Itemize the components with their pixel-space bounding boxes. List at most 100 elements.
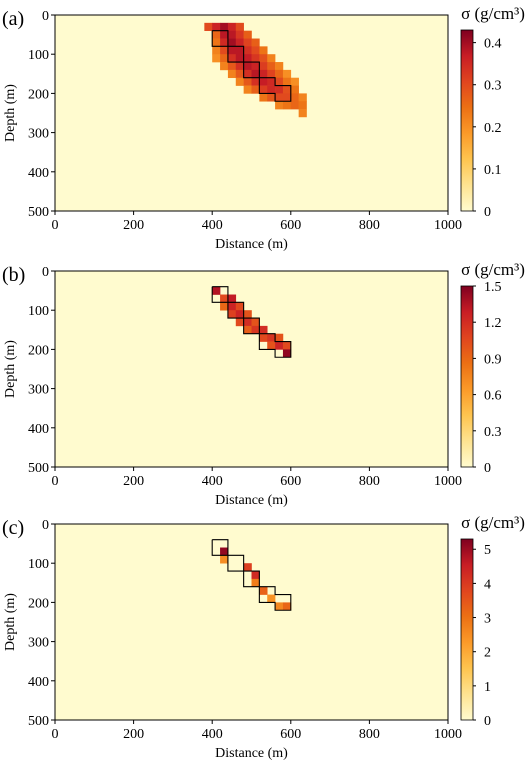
heatmap-cell [243,69,252,79]
heatmap-cell [235,302,244,311]
heatmap-cell [298,93,307,102]
heatmap-cell [290,85,299,94]
heatmap-cell [259,54,268,63]
colorbar-tick-label: 4 [484,577,491,592]
plot-frame [54,14,449,212]
plot-frame [54,523,449,721]
heatmap-cell [267,594,276,603]
heatmap-cell [251,69,260,79]
heatmap-cell [227,302,237,311]
heatmap-cell [275,93,284,102]
y-tick-label: 100 [28,48,49,63]
heatmap-cell [298,109,307,118]
colorbar-tick-label: 0.1 [484,163,502,178]
y-tick-label: 500 [28,714,49,729]
heatmap-cell [235,22,244,31]
heatmap-cell [282,602,292,611]
chart-panel-3: 0 200 400 600 800 1000 0 100 200 300 400 500 Distanc… [2,513,525,761]
heatmap-cell [220,302,229,311]
colorbar-tick-label: 1.5 [484,280,502,295]
heatmap-cell [251,46,260,55]
heatmap-cell [212,54,221,63]
heatmap-cell [275,101,284,110]
heatmap-cell [259,586,268,595]
heatmap-cell [220,555,229,564]
heatmap-cell [267,333,276,342]
heatmap-cell [259,46,268,55]
plot-background [55,524,448,720]
heatmap-cell [259,333,268,342]
heatmap-cell [251,77,260,86]
heatmap-cell [243,77,252,86]
x-axis-label: Distance (m) [215,746,288,761]
heatmap-cell [275,77,284,86]
heatmap-cell [227,22,237,31]
colorbar-tick-label: 0.2 [484,121,502,136]
heatmap-cell [282,341,292,350]
colorbar-tick-label: 1 [484,680,491,695]
heatmap-cell [290,93,299,102]
y-tick-label: 100 [28,304,49,319]
colorbar-tick-label: 0.9 [484,352,502,367]
colorbar-tick-label: 0 [484,714,491,729]
heatmap-cell [220,38,229,47]
heatmap-cell [282,101,292,110]
heatmap-cell [267,85,276,94]
y-tick-label: 500 [28,205,49,220]
colorbar-tick-label: 5 [484,543,491,558]
colorbar-tick-label: 2 [484,646,491,661]
heatmap-cell [259,62,268,71]
heatmap-cell [243,310,252,319]
heatmap-cell [267,69,276,79]
x-tick-label: 800 [359,474,380,489]
heatmap-cell [259,93,268,102]
heatmap-cell [282,69,292,79]
heatmap-cell [227,30,237,39]
heatmap-cell [227,310,237,319]
x-tick-label: 400 [202,218,223,233]
colorbar-tick-label: 0 [484,205,491,220]
x-tick-label: 600 [280,218,301,233]
heatmap-cell [282,349,292,358]
heatmap-cell [212,38,221,47]
plot-background [55,271,448,467]
heatmap-cell [212,30,221,39]
heatmap-cell [227,62,237,71]
y-tick-label: 400 [28,166,49,181]
heatmap-cell [235,62,244,71]
heatmap-cell [243,563,252,572]
x-tick-label: 600 [280,727,301,742]
colorbar-tick-label: 0 [484,461,491,476]
y-axis-label: Depth (m) [3,593,18,651]
heatmap-cell [259,325,268,335]
heatmap-cell [243,85,252,94]
x-tick-label: 1000 [434,218,462,233]
heatmap-cell [220,62,229,71]
heatmap-cell [275,85,284,94]
heatmap-cell [235,38,244,47]
heatmap-cell [235,318,244,327]
heatmap-cell [220,22,229,31]
y-tick-label: 300 [28,383,49,398]
x-tick-label: 200 [123,474,144,489]
heatmap-cell [220,54,229,63]
x-tick-label: 0 [52,218,59,233]
x-tick-label: 1000 [434,727,462,742]
y-tick-label: 300 [28,127,49,142]
heatmap-cell [243,62,252,71]
y-axis-label: Depth (m) [3,340,18,398]
heatmap-cell [243,318,252,327]
heatmap-cell [227,38,237,47]
y-tick-label: 300 [28,636,49,651]
true-body-outline [211,30,292,102]
x-tick-label: 800 [359,218,380,233]
y-tick-label: 400 [28,675,49,690]
panel-label: (b) [2,264,25,286]
heatmap-cell [290,77,299,86]
heatmap-cell [220,30,229,39]
x-tick-label: 200 [123,727,144,742]
colorbar-tick-label: 0.6 [484,389,502,404]
heatmap-cell [235,30,244,39]
x-tick-label: 400 [202,727,223,742]
